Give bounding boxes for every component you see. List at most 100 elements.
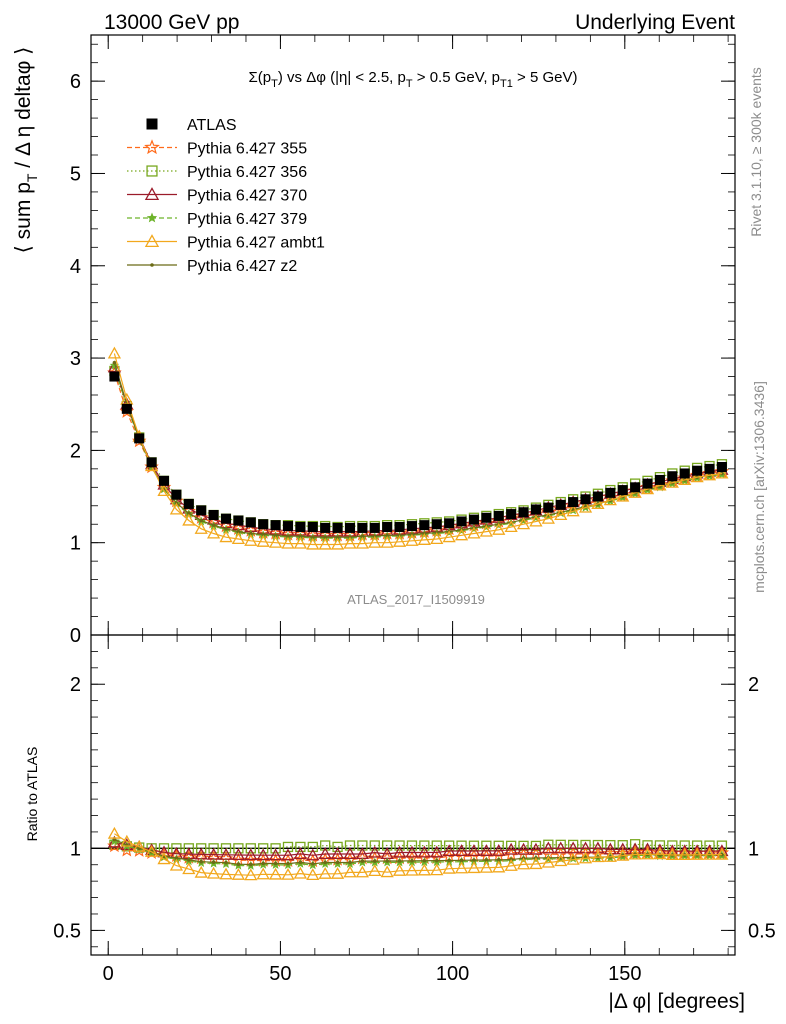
data-point-ambt1: [256, 534, 270, 547]
ratio-point-z2: [720, 852, 724, 857]
data-point-ATLAS: [468, 514, 479, 525]
legend: ATLAS Pythia 6.427 355 Pythia 6.427 356 Pyt…: [127, 117, 325, 275]
ratio-point-s370: [256, 848, 270, 861]
ratio-point-s356: [369, 840, 380, 851]
data-point-ambt1: [702, 468, 717, 481]
ratio-point-ambt1: [665, 848, 679, 861]
legend-label-ambt1: Pythia 6.427 ambt1: [187, 235, 325, 252]
data-point-z2: [112, 360, 117, 365]
ratio-point-ambt1: [182, 862, 196, 875]
data-point-ambt1: [293, 536, 307, 549]
ratio-point-s356: [530, 840, 542, 852]
ratio-point-s356: [282, 841, 294, 853]
series-ATLAS: [109, 371, 727, 533]
ratio-point-z2: [310, 861, 315, 866]
legend-label-s356: Pythia 6.427 356: [187, 164, 307, 181]
data-point-ATLAS: [493, 510, 504, 521]
ratio-point-ambt1: [603, 850, 617, 862]
ratio-point-ambt1: [256, 867, 270, 880]
ratio-point-ambt1: [244, 868, 258, 881]
header-left: 13000 GeV pp: [104, 11, 239, 34]
series-line-s355: [113, 372, 722, 536]
main-y-tick-label: 3: [70, 348, 81, 370]
ratio-point-ambt1: [417, 863, 431, 876]
data-point-ATLAS: [506, 509, 517, 520]
data-point-ATLAS: [692, 465, 703, 476]
data-point-z2: [273, 533, 278, 538]
ratio-point-s370: [343, 847, 357, 860]
ylabel-part-a: ⟨ sum p: [12, 182, 35, 253]
ratio-point-z2: [360, 859, 365, 863]
ratio-point-s370: [566, 841, 580, 854]
legend-label-s379: Pythia 6.427 379: [187, 211, 307, 228]
data-point-ambt1: [392, 534, 407, 547]
data-point-ambt1: [169, 502, 184, 515]
ratio-point-s370: [479, 844, 493, 856]
ratio-point-ambt1: [132, 839, 146, 852]
ratio-point-ambt1: [268, 867, 283, 880]
data-point-ATLAS: [456, 516, 467, 527]
ratio-point-z2: [496, 857, 501, 862]
x-tick-label: 0: [103, 963, 114, 985]
data-point-ATLAS: [357, 522, 368, 533]
legend-marker-s355: [144, 139, 160, 155]
data-point-ATLAS: [617, 485, 628, 496]
ratio-series-group: [91, 826, 735, 881]
ratio-point-s370: [268, 848, 283, 861]
series-line-ambt1: [113, 353, 722, 546]
data-point-ambt1: [368, 535, 382, 548]
ratio-point-ambt1: [157, 852, 171, 865]
main-series-group: [107, 346, 730, 550]
ratio-point-ambt1: [454, 861, 469, 874]
data-point-z2: [720, 471, 724, 476]
ratio-point-ambt1: [492, 860, 506, 873]
ratio-point-ambt1: [690, 847, 704, 860]
data-point-ambt1: [591, 497, 605, 509]
ylabel-part-b: / Δ η deltaφ ⟩: [12, 47, 35, 174]
data-point-ATLAS: [245, 517, 256, 528]
legend-entry-ambt1: Pythia 6.427 ambt1: [127, 234, 325, 252]
ratio-point-z2: [199, 859, 204, 864]
data-point-ATLAS: [121, 403, 132, 414]
data-point-ambt1: [194, 522, 208, 534]
ratio-point-s370: [454, 844, 469, 857]
data-point-ATLAS: [530, 504, 541, 515]
data-point-z2: [199, 518, 204, 523]
ratio-point-z2: [187, 858, 191, 862]
ratio-point-z2: [472, 858, 476, 862]
ratio-point-s356: [295, 841, 306, 853]
data-point-ATLAS: [196, 505, 207, 516]
main-y-tick-label: 2: [70, 440, 81, 462]
data-point-ATLAS: [208, 510, 219, 520]
ratio-point-ambt1: [107, 826, 122, 839]
data-point-ATLAS: [518, 507, 529, 518]
data-point-ambt1: [616, 489, 630, 502]
ratio-point-ambt1: [343, 865, 357, 878]
data-point-z2: [360, 534, 365, 539]
data-point-ATLAS: [481, 512, 492, 523]
ratio-point-ambt1: [219, 867, 233, 880]
legend-entry-s356: Pythia 6.427 356: [127, 164, 307, 181]
ratio-point-ambt1: [281, 867, 295, 880]
ratio-plot-frame: [90, 634, 736, 956]
data-point-ATLAS: [543, 502, 554, 513]
data-point-ambt1: [219, 530, 233, 543]
data-point-ATLAS: [171, 489, 182, 500]
ratio-point-s370: [405, 845, 419, 858]
data-point-ambt1: [665, 475, 679, 488]
data-point-ambt1: [516, 517, 531, 530]
ratio-point-ambt1: [368, 864, 382, 877]
ratio-point-ambt1: [516, 857, 531, 870]
ratio-point-s356: [406, 840, 418, 851]
data-point-z2: [310, 535, 315, 539]
data-point-ambt1: [529, 514, 543, 527]
data-point-ambt1: [417, 533, 431, 545]
ratio-point-z2: [372, 859, 377, 863]
ratio-point-z2: [422, 858, 427, 863]
data-point-ambt1: [157, 484, 171, 497]
main-y-tick-label: 4: [70, 256, 81, 278]
data-point-ambt1: [182, 513, 196, 526]
ratio-point-s356: [357, 840, 368, 851]
ratio-point-z2: [174, 856, 179, 860]
ylabel-sub: T: [24, 173, 40, 182]
